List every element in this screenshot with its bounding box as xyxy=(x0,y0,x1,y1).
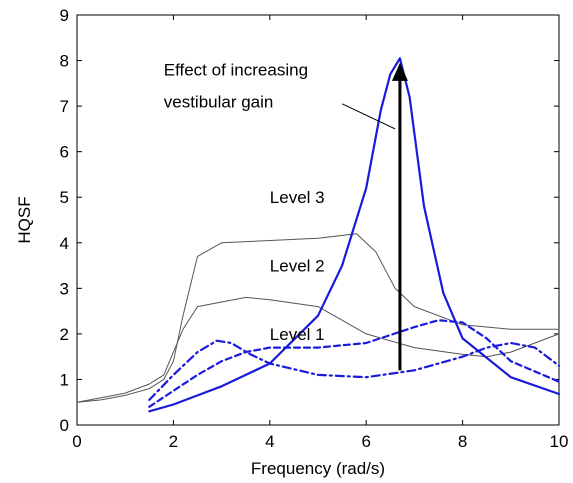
y-tick-label: 4 xyxy=(60,234,69,253)
y-tick-label: 1 xyxy=(60,370,69,389)
y-tick-label: 0 xyxy=(60,416,69,435)
series-line-3 xyxy=(148,57,561,413)
y-tick-label: 8 xyxy=(60,52,69,71)
annotation-label: vestibular gain xyxy=(164,93,274,112)
annotation-label: Level 1 xyxy=(270,325,325,344)
x-tick-label: 2 xyxy=(169,432,178,451)
y-tick-label: 9 xyxy=(60,6,69,25)
y-tick-label: 5 xyxy=(60,188,69,207)
series-line-2 xyxy=(76,296,560,403)
plot-area xyxy=(76,14,560,426)
series-line-4 xyxy=(148,319,561,408)
series-line-5 xyxy=(148,339,561,401)
y-axis-label: HQSF xyxy=(15,196,34,243)
y-tick-label: 2 xyxy=(60,325,69,344)
y-tick-label: 6 xyxy=(60,143,69,162)
annotation-label: Level 3 xyxy=(270,188,325,207)
annotation-layer: Level 3 Level 2 Level 1 Effect of increasin… xyxy=(164,61,408,371)
axis-ticks: 0 2 4 6 8 10 0 1 2 3 4 5 6 7 8 9 xyxy=(60,6,569,451)
callout-leader-line xyxy=(341,103,396,130)
x-tick-label: 10 xyxy=(550,432,569,451)
y-tick-label: 3 xyxy=(60,279,69,298)
series-line-1 xyxy=(76,233,560,403)
series-layer xyxy=(76,57,561,413)
annotation-label: Effect of increasing xyxy=(164,61,308,80)
x-tick-label: 4 xyxy=(265,432,274,451)
x-tick-label: 8 xyxy=(458,432,467,451)
x-tick-label: 0 xyxy=(72,432,81,451)
x-tick-label: 6 xyxy=(361,432,370,451)
y-tick-label: 7 xyxy=(60,97,69,116)
x-axis-label: Frequency (rad/s) xyxy=(251,459,385,478)
gain-arrow-head xyxy=(391,62,408,81)
annotation-label: Level 2 xyxy=(270,257,325,276)
